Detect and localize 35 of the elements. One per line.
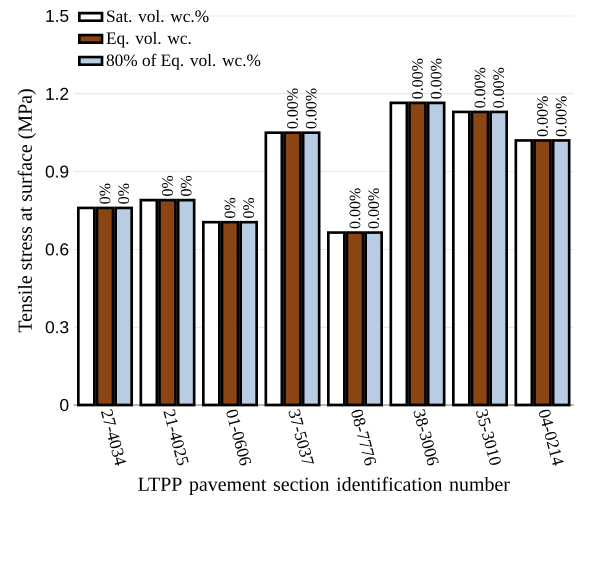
y-tick-label: 0.9 (46, 165, 68, 178)
annotation: 0% (224, 198, 236, 218)
annotation: 0% (118, 184, 130, 204)
legend-label: Sat. vol. wc.% (107, 10, 209, 22)
y-tick-label: 0.6 (46, 243, 68, 256)
annotation: 0.00% (287, 88, 298, 128)
annotation: 0.00% (556, 96, 567, 136)
annotation: 0% (243, 198, 254, 218)
annotation: 0.00% (350, 188, 360, 228)
annotation: 0% (162, 176, 173, 196)
legend-label: 80% of Eq. vol. wc.% (106, 54, 260, 70)
annotation: 0.00% (368, 188, 380, 228)
x-tick-label: 01-0606 (226, 410, 252, 466)
annotation: 0.00% (474, 68, 486, 108)
x-tick-label: 08-7776 (352, 410, 376, 466)
x-tick-label: 27-4034 (100, 409, 126, 466)
annotation: 0% (180, 176, 192, 196)
annotation: 0.00% (430, 58, 442, 99)
legend-label: Eq. vol. wc. (106, 32, 191, 48)
y-tick-label: 0 (60, 398, 68, 412)
annotation: 0% (100, 184, 110, 204)
annotation: 0.00% (306, 88, 317, 128)
y-tick-label: 1.2 (46, 88, 68, 100)
x-tick-label: 38-3006 (414, 409, 439, 466)
x-tick-label: 04-0214 (539, 410, 564, 466)
y-axis-title: Tensile stress at surface (MPa) (18, 89, 36, 332)
x-tick-label: 35-3010 (476, 409, 501, 465)
y-tick-label: 0.3 (46, 321, 68, 334)
y-tick-label: 1.5 (46, 10, 68, 22)
annotation: 0.00% (537, 96, 548, 136)
annotation: 0.00% (493, 68, 504, 108)
x-tick-label: 21-4025 (163, 409, 189, 466)
x-tick-label: 37-5037 (288, 409, 314, 464)
annotation: 0.00% (412, 58, 423, 99)
x-axis-title: LTPP pavement section identification number (138, 476, 510, 496)
